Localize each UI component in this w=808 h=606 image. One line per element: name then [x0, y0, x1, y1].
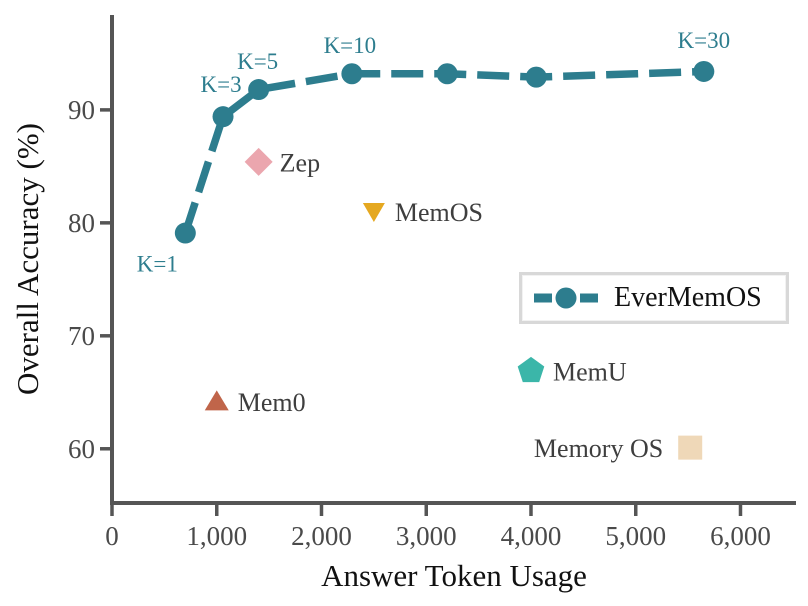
y-tick-label: 80 — [68, 208, 95, 238]
k-value-label: K=1 — [137, 252, 178, 277]
evermemos-point-k=1 — [174, 222, 196, 244]
k-value-label: K=5 — [237, 49, 278, 74]
x-axis-title: Answer Token Usage — [321, 558, 587, 593]
y-tick-label: 70 — [68, 321, 95, 351]
memos-label: MemOS — [395, 198, 483, 227]
k-value-label: K=30 — [678, 28, 731, 53]
memu-label: MemU — [553, 357, 627, 386]
x-tick-label: 2,000 — [291, 521, 352, 551]
zep-marker — [244, 147, 273, 176]
x-tick-label: 3,000 — [396, 521, 457, 551]
k-value-label: K=3 — [200, 72, 241, 97]
evermemos-point-k=5 — [248, 79, 270, 101]
x-tick-label: 6,000 — [710, 521, 771, 551]
mem0-marker — [204, 390, 229, 411]
memory-os-label: Memory OS — [534, 434, 663, 463]
memory-os-marker — [678, 435, 703, 460]
x-tick-label: 1,000 — [186, 521, 247, 551]
y-axis-title: Overall Accuracy (%) — [10, 123, 45, 395]
x-tick-label: 0 — [105, 521, 119, 551]
legend-series-label: EverMemOS — [614, 282, 762, 313]
legend-line-marker-glyph — [534, 287, 598, 309]
x-tick-label: 4,000 — [501, 521, 562, 551]
x-tick-label: 5,000 — [605, 521, 666, 551]
y-tick-label: 60 — [68, 434, 95, 464]
zep-label: Zep — [280, 148, 320, 177]
evermemos-point-k=10 — [341, 63, 363, 85]
evermemos-point — [525, 66, 547, 88]
memos-marker — [362, 203, 385, 223]
evermemos-point-k=3 — [212, 106, 234, 128]
legend-box: EverMemOS — [519, 272, 789, 324]
y-tick-label: 90 — [68, 95, 95, 125]
evermemos-point-k=30 — [693, 60, 715, 82]
k-value-label: K=10 — [324, 33, 377, 58]
evermemos-point — [436, 63, 458, 85]
memu-marker — [517, 356, 545, 383]
mem0-label: Mem0 — [238, 388, 306, 417]
